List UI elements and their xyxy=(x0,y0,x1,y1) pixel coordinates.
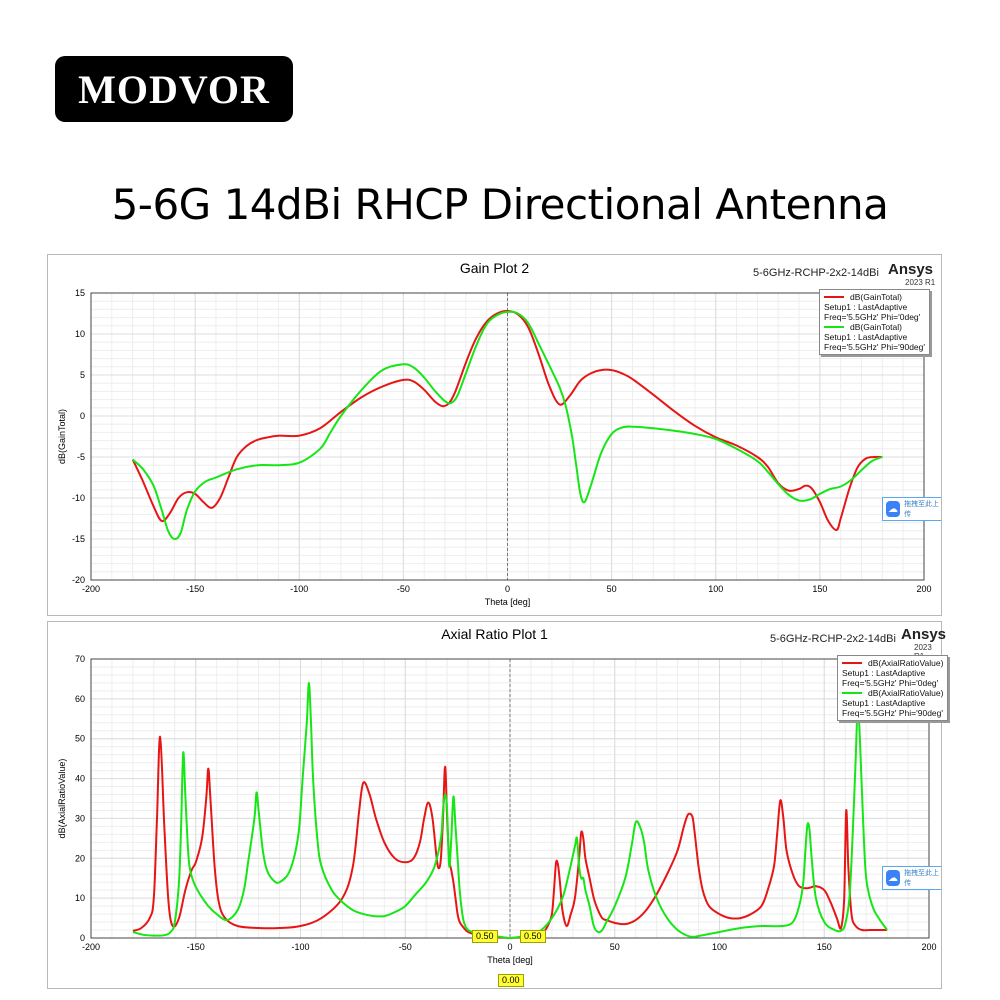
cloud-upload-text: 拖拽至此上传 xyxy=(904,870,940,887)
gain-ansys-brand: Ansys xyxy=(888,261,934,278)
gain-x-tick-label: -100 xyxy=(290,584,308,594)
axial-y-axis-label: dB(AxialRatioValue) xyxy=(57,759,67,839)
axial-x-tick-label: 200 xyxy=(921,942,936,952)
legend-freq: Freq='5.5GHz' Phi='90deg' xyxy=(842,708,943,718)
axial-y-tick-label: 10 xyxy=(75,893,85,903)
marker-right[interactable]: 0.50 xyxy=(520,930,546,943)
cloud-upload-widget[interactable]: ☁ 拖拽至此上传 xyxy=(882,497,941,521)
gain-y-axis-label: dB(GainTotal) xyxy=(57,409,67,464)
axial-x-tick-label: -150 xyxy=(187,942,205,952)
gain-y-tick-label: -5 xyxy=(77,452,85,462)
legend-name: dB(AxialRatioValue) xyxy=(868,658,944,668)
legend-name: dB(GainTotal) xyxy=(850,292,902,302)
gain-legend-entry-phi0[interactable]: dB(GainTotal) xyxy=(824,292,925,302)
gain-y-tick-label: -20 xyxy=(72,575,85,585)
axial-x-tick-label: -100 xyxy=(291,942,309,952)
gain-ansys-version: 2023 R1 xyxy=(905,278,936,287)
axial-project-name: 5-6GHz-RCHP-2x2-14dBi xyxy=(770,633,896,645)
axial-legend[interactable]: dB(AxialRatioValue) Setup1 : LastAdaptiv… xyxy=(837,655,949,721)
axial-y-tick-label: 70 xyxy=(75,654,85,664)
gain-x-tick-label: -150 xyxy=(186,584,204,594)
axial-x-tick-label: 150 xyxy=(817,942,832,952)
axial-y-tick-label: 20 xyxy=(75,853,85,863)
gain-x-tick-label: -200 xyxy=(82,584,100,594)
gain-project-name: 5-6GHz-RCHP-2x2-14dBi xyxy=(753,267,879,279)
gain-x-axis-label: Theta [deg] xyxy=(485,597,531,607)
cloud-upload-text: 拖拽至此上传 xyxy=(904,501,940,518)
axial-x-tick-label: -50 xyxy=(399,942,412,952)
axial-x-tick-label: -200 xyxy=(82,942,100,952)
legend-name: dB(AxialRatioValue) xyxy=(868,688,944,698)
gain-plot-panel: -200 -150 -100 -50 0 50 100 150 200 -20 -15 -10 -5 0 5… xyxy=(47,254,942,616)
gain-y-tick-label: 10 xyxy=(75,329,85,339)
axial-x-tick-label: 50 xyxy=(610,942,620,952)
gain-y-tick-label: 5 xyxy=(80,370,85,380)
axial-x-tick-label: 0 xyxy=(507,942,512,952)
cloud-upload-icon: ☁ xyxy=(886,870,901,886)
gain-plot-canvas: -200 -150 -100 -50 0 50 100 150 200-20-15-10-505… xyxy=(57,288,932,607)
axial-legend-entry-phi0[interactable]: dB(AxialRatioValue) xyxy=(842,658,943,668)
axial-plot-title: Axial Ratio Plot 1 xyxy=(441,626,548,642)
axial-x-axis-label: Theta [deg] xyxy=(487,955,533,965)
gain-x-tick-label: 200 xyxy=(916,584,931,594)
gain-legend-entry-phi90[interactable]: dB(GainTotal) xyxy=(824,322,925,332)
legend-freq: Freq='5.5GHz' Phi='90deg' xyxy=(824,342,925,352)
legend-name: dB(GainTotal) xyxy=(850,322,902,332)
axial-x-tick-label: 100 xyxy=(712,942,727,952)
gain-x-tick-label: 100 xyxy=(708,584,723,594)
marker-left[interactable]: 0.50 xyxy=(472,930,498,943)
marker-theta[interactable]: 0.00 xyxy=(498,974,524,987)
legend-setup: Setup1 : LastAdaptive xyxy=(842,668,926,678)
gain-x-tick-label: 150 xyxy=(812,584,827,594)
axial-ansys-brand: Ansys xyxy=(901,626,947,643)
axial-y-tick-label: 0 xyxy=(80,933,85,943)
legend-setup: Setup1 : LastAdaptive xyxy=(842,698,926,708)
legend-red-swatch xyxy=(824,296,844,298)
legend-setup: Setup1 : LastAdaptive xyxy=(824,302,908,312)
cloud-upload-icon: ☁ xyxy=(886,501,901,517)
gain-legend[interactable]: dB(GainTotal) Setup1 : LastAdaptive Freq… xyxy=(819,289,930,355)
gain-series-phi90-line xyxy=(132,310,883,541)
legend-freq: Freq='5.5GHz' Phi='0deg' xyxy=(824,312,921,322)
gain-plot-title: Gain Plot 2 xyxy=(459,260,530,276)
gain-y-tick-label: 0 xyxy=(80,411,85,421)
brand-logo: MODVOR xyxy=(55,56,293,122)
axial-ratio-plot-canvas: -200 -150 -100 -50 0 50 100 150 200 0 10 20 30 40 50 60… xyxy=(57,654,937,965)
gain-x-tick-label: 50 xyxy=(607,584,617,594)
axial-y-tick-label: 40 xyxy=(75,774,85,784)
legend-freq: Freq='5.5GHz' Phi='0deg' xyxy=(842,678,939,688)
axial-legend-entry-phi90[interactable]: dB(AxialRatioValue) xyxy=(842,688,943,698)
gain-y-tick-label: -10 xyxy=(72,493,85,503)
gain-plot-frame xyxy=(90,292,925,581)
gain-y-tick-label: 15 xyxy=(75,288,85,298)
gain-x-tick-label: -50 xyxy=(397,584,410,594)
axial-y-tick-label: 30 xyxy=(75,813,85,823)
axial-y-tick-label: 50 xyxy=(75,734,85,744)
page-headline: 5-6G 14dBi RHCP Directional Antenna xyxy=(111,180,889,229)
legend-red-swatch xyxy=(842,662,862,664)
legend-green-swatch xyxy=(842,692,862,694)
axial-y-tick-label: 60 xyxy=(75,694,85,704)
legend-setup: Setup1 : LastAdaptive xyxy=(824,332,908,342)
axial-ratio-plot-panel: -200 -150 -100 -50 0 50 100 150 200 0 10 20 30 40 50 60… xyxy=(47,621,949,989)
gain-x-tick-label: 0 xyxy=(505,584,510,594)
legend-green-swatch xyxy=(824,326,844,328)
gain-y-tick-label: -15 xyxy=(72,534,85,544)
cloud-upload-widget[interactable]: ☁ 拖拽至此上传 xyxy=(882,866,941,890)
